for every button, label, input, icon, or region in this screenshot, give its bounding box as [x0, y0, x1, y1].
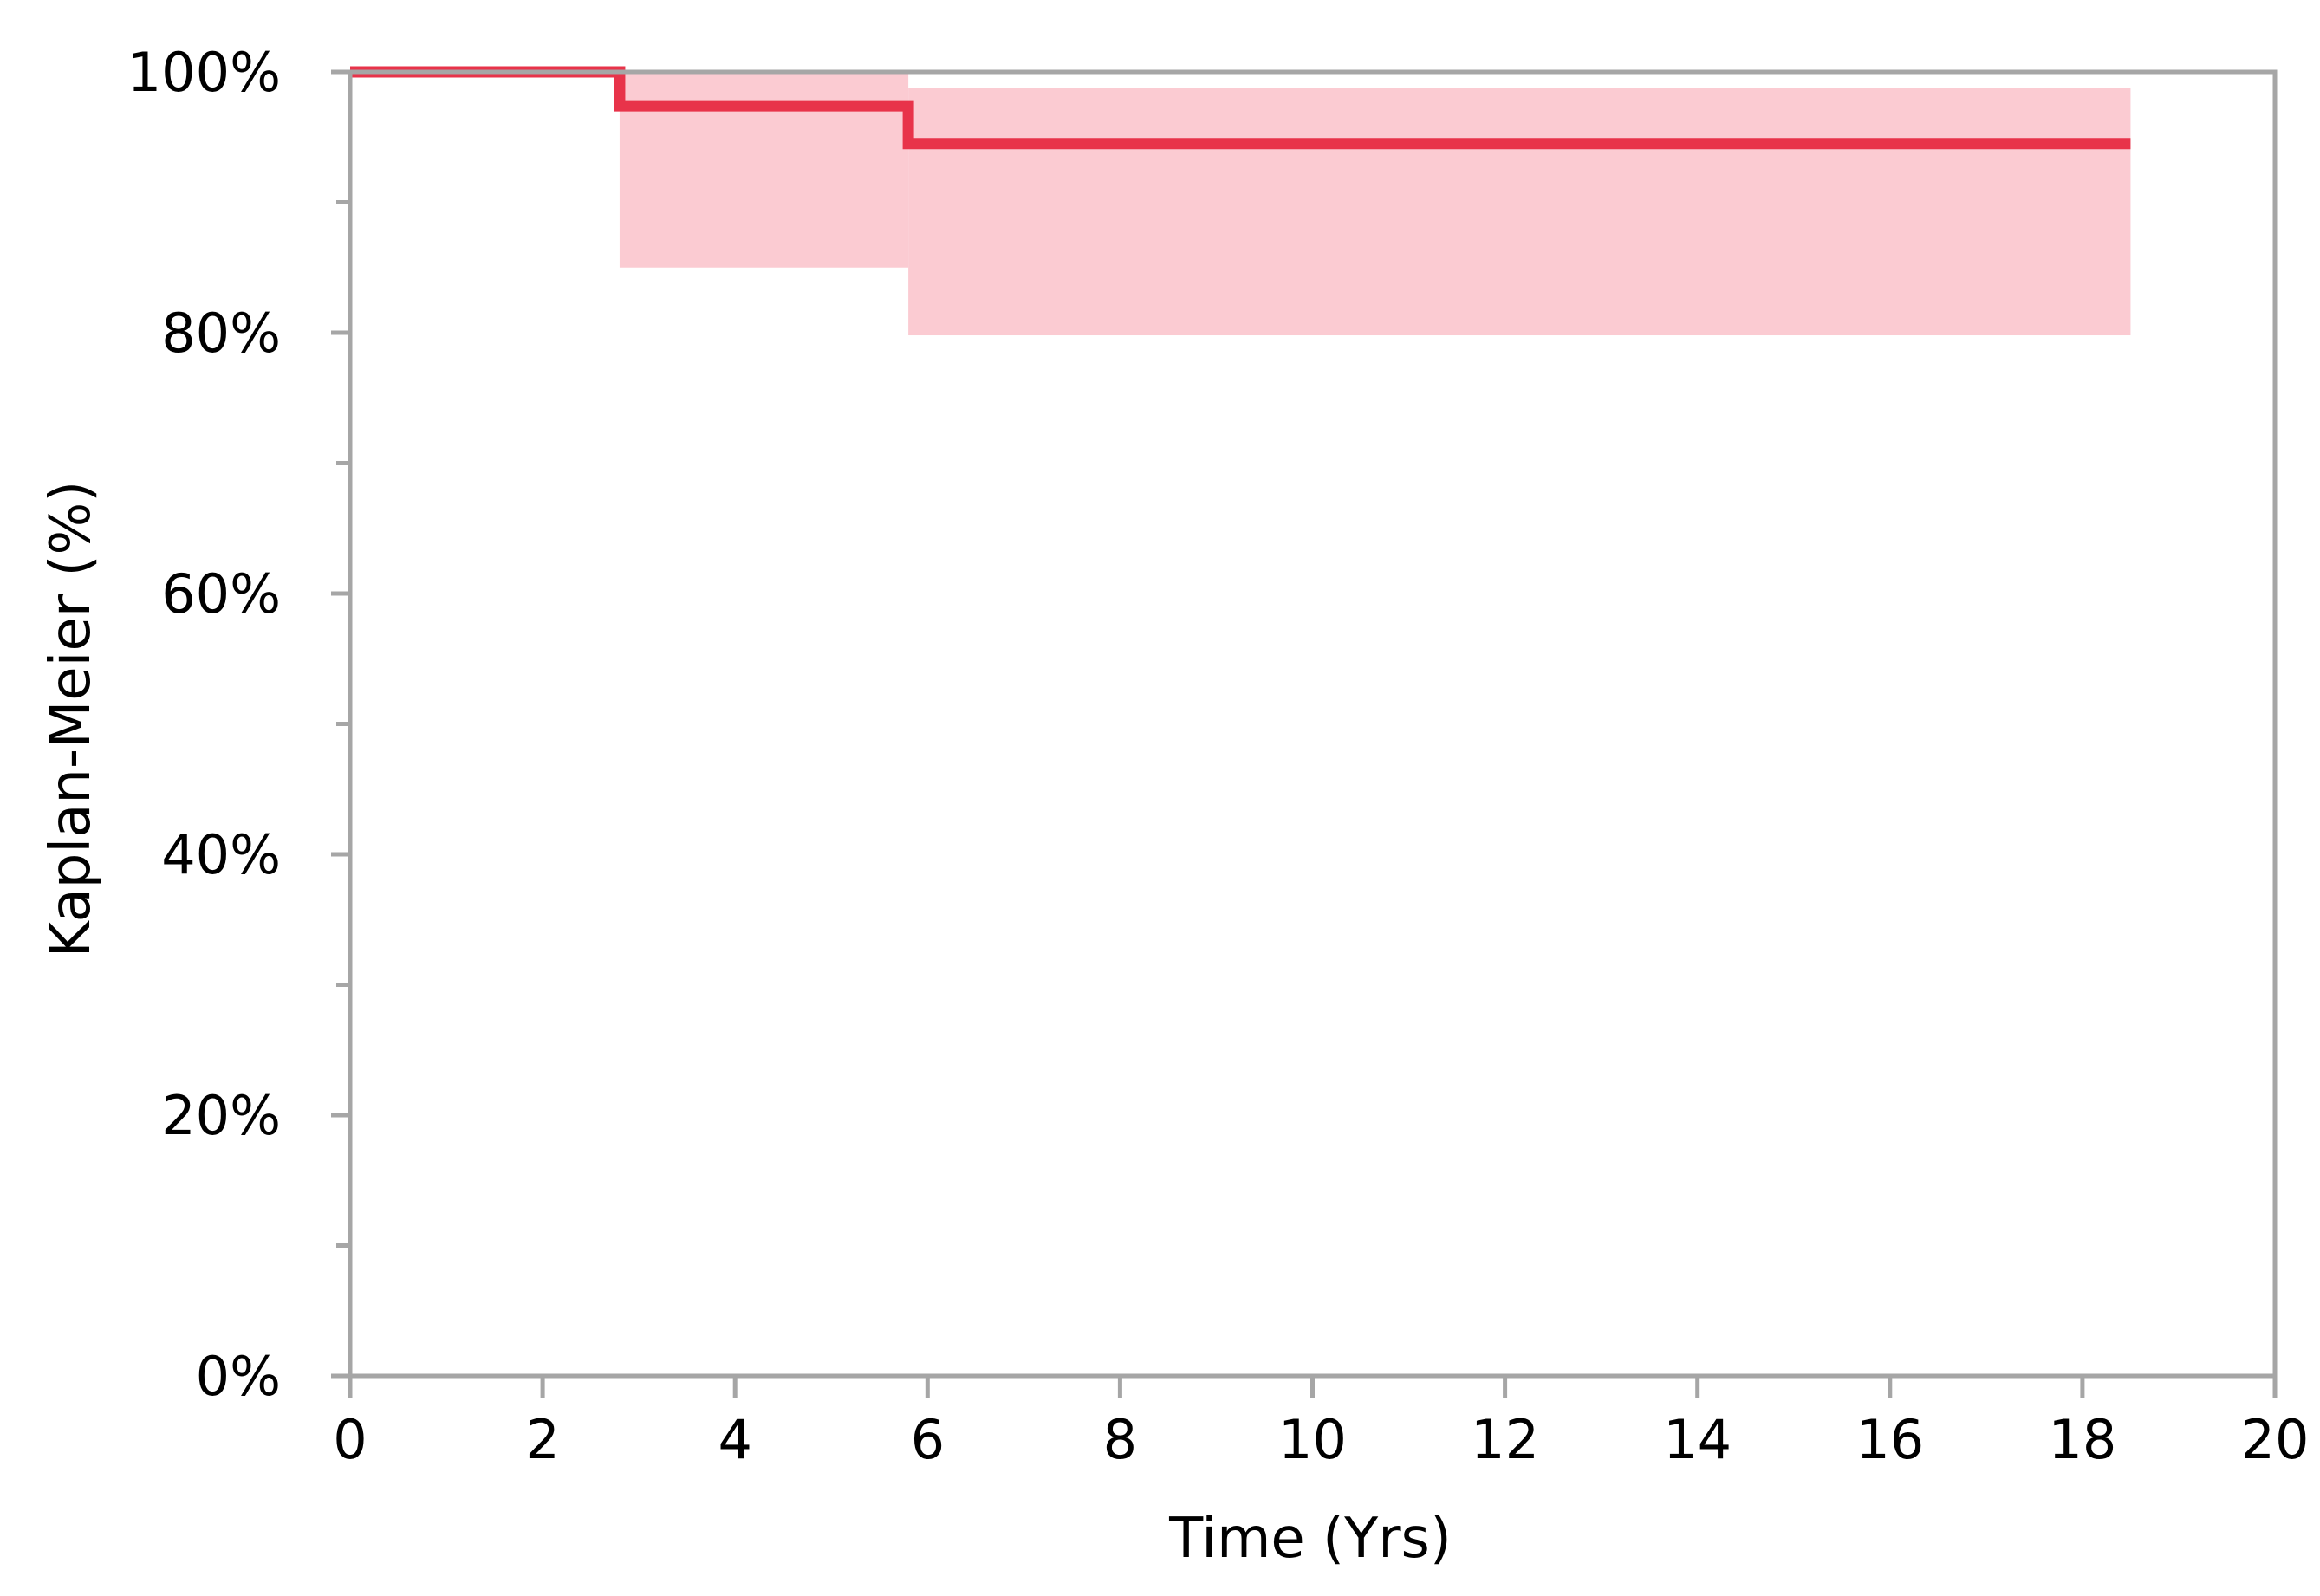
y-axis-title: Kaplan-Meier (%)	[39, 481, 103, 958]
x-tick-label: 18	[2048, 1408, 2116, 1471]
x-tick-label: 6	[911, 1408, 945, 1471]
x-tick-label: 2	[525, 1408, 559, 1471]
y-tick-label: 60%	[161, 562, 281, 626]
x-tick-label: 10	[1278, 1408, 1347, 1471]
y-tick-label: 100%	[127, 41, 281, 104]
x-tick-label: 20	[2241, 1408, 2310, 1471]
x-axis: 0 2 4 6 8 10 12 14 16 18 20	[333, 1376, 2309, 1471]
y-tick-label: 20%	[161, 1084, 281, 1147]
y-tick-label: 0%	[196, 1345, 281, 1408]
x-tick-label: 0	[333, 1408, 367, 1471]
x-tick-label: 8	[1103, 1408, 1137, 1471]
x-tick-label: 12	[1471, 1408, 1539, 1471]
y-axis: 0% 20% 40% 60% 80% 100%	[127, 41, 350, 1408]
x-axis-title: Time (Yrs)	[1168, 1507, 1452, 1571]
confidence-band-segment-1	[908, 88, 2131, 336]
x-tick-label: 16	[1855, 1408, 1924, 1471]
x-tick-label: 14	[1663, 1408, 1732, 1471]
x-tick-label: 4	[718, 1408, 751, 1471]
y-tick-label: 80%	[161, 302, 281, 365]
y-tick-label: 40%	[161, 823, 281, 886]
